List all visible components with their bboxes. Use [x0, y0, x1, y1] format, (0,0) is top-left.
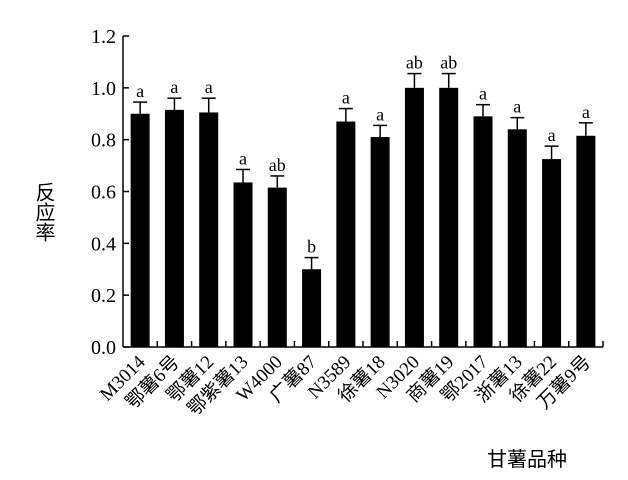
y-tick-label: 1.0 [91, 78, 116, 100]
significance-label: a [376, 104, 384, 124]
y-tick-label: 0.2 [91, 285, 116, 307]
bar [404, 87, 424, 347]
y-tick-label: 0.8 [91, 130, 116, 152]
x-axis-label: 甘薯品种 [487, 447, 567, 471]
bar [473, 116, 493, 347]
bar [507, 129, 527, 347]
bars [130, 72, 596, 348]
significance-label: a [136, 81, 144, 101]
significance-label: a [342, 88, 350, 108]
significance-label: ab [406, 53, 423, 73]
significance-label: a [170, 77, 178, 97]
bar [576, 135, 596, 347]
significance-label: a [239, 148, 247, 168]
bar [542, 159, 562, 347]
y-tick-label: 0.4 [91, 233, 116, 255]
significance-label: a [513, 97, 521, 117]
bar [302, 269, 322, 347]
x-axis: M3014鄂薯6号鄂薯12鄂紫薯13W4000广薯87N3589徐薯18N302… [96, 341, 604, 420]
significance-label: a [205, 77, 213, 97]
bar [199, 112, 219, 348]
significance-label: ab [440, 53, 457, 73]
significance-label: ab [269, 155, 286, 175]
significance-label: a [582, 102, 590, 122]
y-axis-label: 反应率 [32, 182, 56, 242]
y-tick-label: 0.0 [91, 337, 116, 359]
bar [370, 137, 390, 347]
bar [267, 187, 287, 347]
y-axis: 0.0 0.2 0.4 0.6 0.8 1.0 1.2 [91, 26, 129, 359]
significance-label: b [307, 237, 316, 257]
bar [439, 87, 459, 347]
bar [164, 109, 184, 347]
significance-label: a [479, 84, 487, 104]
y-tick-label: 0.6 [91, 182, 116, 204]
y-tick-label: 1.2 [91, 26, 116, 48]
bar [130, 113, 150, 347]
bar [336, 121, 356, 348]
significance-label: a [548, 125, 556, 145]
bar [233, 182, 253, 347]
